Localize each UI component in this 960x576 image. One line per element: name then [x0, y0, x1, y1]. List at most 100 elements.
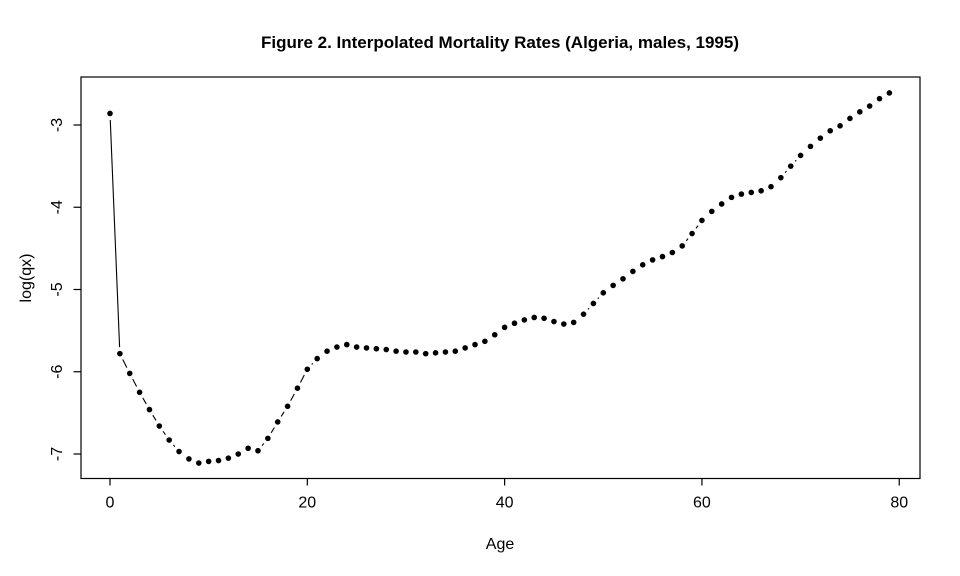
data-point — [758, 188, 764, 194]
chart-title: Figure 2. Interpolated Mortality Rates (… — [261, 33, 739, 52]
data-point — [797, 152, 804, 159]
data-point — [452, 348, 459, 354]
data-point — [659, 253, 666, 260]
plot-contents: 0 20 40 60 80 -3 -4 -5 -6 -7 — [49, 90, 908, 512]
segment-line — [152, 414, 157, 421]
data-point — [117, 350, 123, 357]
data-point — [235, 451, 242, 457]
data-point — [186, 456, 192, 462]
data-point — [521, 317, 528, 323]
x-tick-label: 40 — [496, 495, 514, 512]
data-point — [551, 318, 557, 325]
plot-area-border — [80, 76, 921, 480]
y-tick-label: -5 — [49, 282, 66, 296]
data-point — [294, 385, 301, 392]
data-point — [334, 344, 340, 350]
data-point — [856, 109, 863, 115]
data-point — [679, 243, 686, 249]
data-point — [195, 460, 202, 466]
data-point — [413, 349, 419, 355]
data-point — [639, 262, 646, 268]
data-point — [866, 103, 873, 109]
segment-line — [280, 411, 285, 417]
data-point — [176, 448, 182, 455]
segment-line — [299, 374, 305, 383]
data-point — [541, 315, 547, 322]
data-point — [245, 445, 251, 452]
data-point — [343, 341, 350, 348]
x-tick-label: 0 — [106, 495, 115, 512]
data-point — [432, 350, 439, 356]
segment-line — [290, 393, 295, 401]
data-point — [324, 348, 330, 354]
segment-line — [587, 307, 590, 310]
segment-line — [597, 297, 600, 300]
y-axis-title: log(qx) — [18, 254, 35, 303]
data-point — [284, 403, 291, 410]
data-point — [373, 345, 380, 352]
data-point — [600, 289, 607, 296]
segment-line — [142, 397, 147, 405]
data-point — [886, 90, 893, 96]
x-tick-label: 20 — [298, 495, 316, 512]
data-point — [146, 406, 153, 413]
data-point — [491, 331, 498, 338]
data-point — [669, 249, 676, 256]
y-tick-label: -3 — [49, 118, 66, 132]
data-point — [265, 435, 271, 442]
data-point — [442, 349, 449, 355]
data-point — [768, 183, 774, 190]
segment-line — [794, 159, 797, 162]
data-point — [156, 423, 163, 429]
data-point — [393, 348, 399, 354]
y-tick-label: -6 — [49, 365, 66, 379]
data-point — [570, 319, 577, 326]
segment-line — [685, 238, 689, 242]
data-point — [876, 95, 883, 102]
data-point — [166, 437, 172, 443]
data-point — [511, 320, 518, 327]
data-point — [304, 366, 311, 373]
segment-line — [162, 431, 166, 436]
y-tick-label: -7 — [49, 447, 66, 461]
y-tick-label: -4 — [49, 200, 66, 214]
data-point — [531, 314, 538, 321]
segment-line — [261, 443, 265, 446]
data-point — [649, 257, 656, 263]
data-point — [383, 346, 390, 353]
data-point — [847, 115, 853, 122]
data-point — [205, 458, 212, 465]
data-point — [620, 276, 626, 282]
x-tick-label: 80 — [890, 495, 908, 512]
data-point — [718, 201, 725, 207]
data-point — [728, 194, 735, 201]
segment-line — [173, 444, 176, 447]
segment-line — [132, 378, 138, 387]
data-point — [126, 370, 133, 377]
segment-line — [270, 427, 275, 434]
data-point — [472, 341, 478, 348]
data-point — [274, 419, 281, 425]
data-point — [462, 345, 468, 351]
data-point — [215, 457, 222, 464]
data-point — [590, 300, 597, 307]
segment-line — [109, 119, 121, 348]
data-point — [403, 349, 409, 355]
data-point — [807, 143, 814, 150]
segment-line — [695, 225, 699, 229]
x-axis-title: Age — [486, 536, 515, 553]
data-point — [689, 230, 695, 237]
data-point — [827, 127, 833, 134]
data-point — [699, 217, 705, 224]
data-point — [580, 311, 587, 317]
data-point — [501, 324, 508, 331]
data-point — [630, 268, 636, 275]
data-point — [363, 345, 370, 351]
data-point — [482, 338, 488, 345]
data-point — [709, 208, 715, 215]
data-point — [422, 350, 429, 357]
data-point — [255, 447, 261, 454]
data-point — [778, 174, 784, 181]
